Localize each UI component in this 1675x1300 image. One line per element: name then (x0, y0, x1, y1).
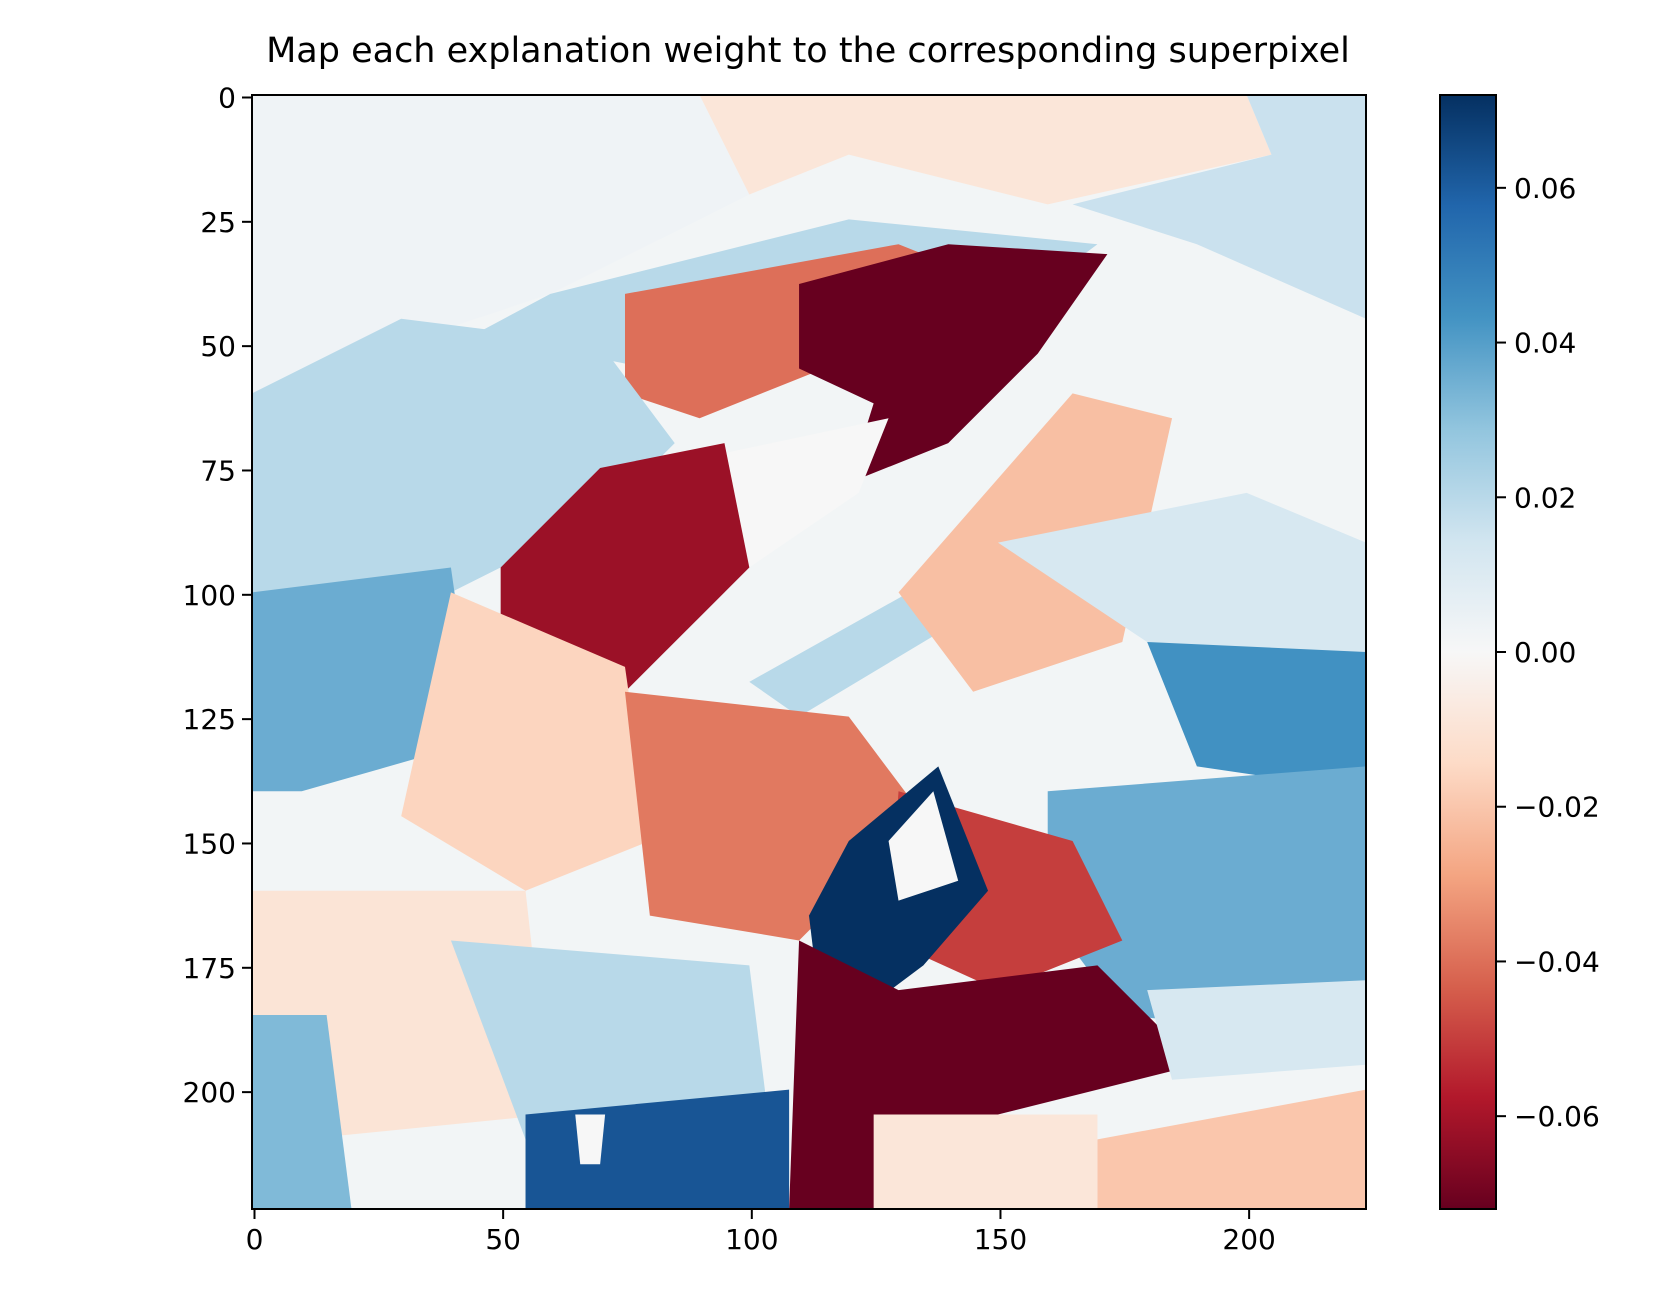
colorbar-tick-label: 0.06 (1514, 172, 1576, 205)
superpixel-bottom-navy-hole (575, 1114, 606, 1165)
colorbar-tick-label: −0.02 (1514, 791, 1600, 824)
superpixel-left-middle-light-blue (252, 318, 675, 618)
superpixel-bottom-right-peach (1097, 1089, 1366, 1209)
chart-title: Map each explanation weight to the corre… (266, 31, 1350, 71)
colorbar-tick-label: 0.00 (1514, 636, 1576, 669)
colorbar: 0.06 0.04 0.02 0.00 −0.02 −0.04 −0.06 (1439, 94, 1600, 1210)
superpixel-right-lower-blue (1047, 766, 1366, 1040)
superpixel-top-right-light-blue (1072, 95, 1366, 319)
superpixel-navy-loop-hole (888, 791, 959, 901)
colorbar-ticks: 0.06 0.04 0.02 0.00 −0.02 −0.04 −0.06 (1496, 172, 1600, 1133)
superpixel-top-left-neutral (252, 95, 750, 394)
y-tick-label: 50 (200, 330, 236, 363)
x-axis: 0 50 100 150 200 (246, 1209, 1276, 1256)
superpixel-bottom-mid-light-peach (873, 1114, 1098, 1209)
superpixel-center-white-slab (724, 418, 889, 568)
y-tick-label: 200 (183, 1076, 236, 1109)
colorbar-tick-label: −0.06 (1514, 1100, 1600, 1133)
colorbar-tick-label: 0.04 (1514, 327, 1576, 360)
x-tick-label: 200 (1222, 1223, 1275, 1256)
superpixel-layer (252, 95, 1366, 1209)
x-tick-label: 50 (485, 1223, 521, 1256)
superpixel-left-peach-body (401, 592, 650, 891)
y-tick-label: 25 (200, 206, 236, 239)
superpixel-center-red-arm (500, 443, 750, 692)
y-tick-label: 150 (183, 827, 236, 860)
x-tick-label: 150 (974, 1223, 1027, 1256)
superpixel-right-upper-light-blue (997, 492, 1366, 667)
superpixel-top-center-light-red (699, 95, 1272, 205)
y-tick-label: 175 (183, 952, 236, 985)
y-tick-label: 0 (218, 81, 236, 114)
superpixel-bottom-left-blue (252, 1015, 352, 1209)
superpixel-right-mid-blue (1147, 642, 1366, 792)
heatmap-plot-area (251, 94, 1367, 1210)
superpixel-right-light-strip (1147, 980, 1366, 1080)
y-tick-label: 100 (183, 579, 236, 612)
colorbar-gradient (1439, 94, 1497, 1210)
x-tick-label: 0 (246, 1223, 264, 1256)
colorbar-tick-label: 0.02 (1514, 481, 1576, 514)
x-tick-label: 100 (725, 1223, 778, 1256)
y-tick-label: 75 (200, 454, 236, 487)
y-tick-label: 125 (183, 703, 236, 736)
colorbar-tick-label: −0.04 (1514, 945, 1600, 978)
y-axis: 0 25 50 75 100 125 150 175 200 (183, 81, 252, 1109)
plot-frame (251, 94, 1367, 1210)
